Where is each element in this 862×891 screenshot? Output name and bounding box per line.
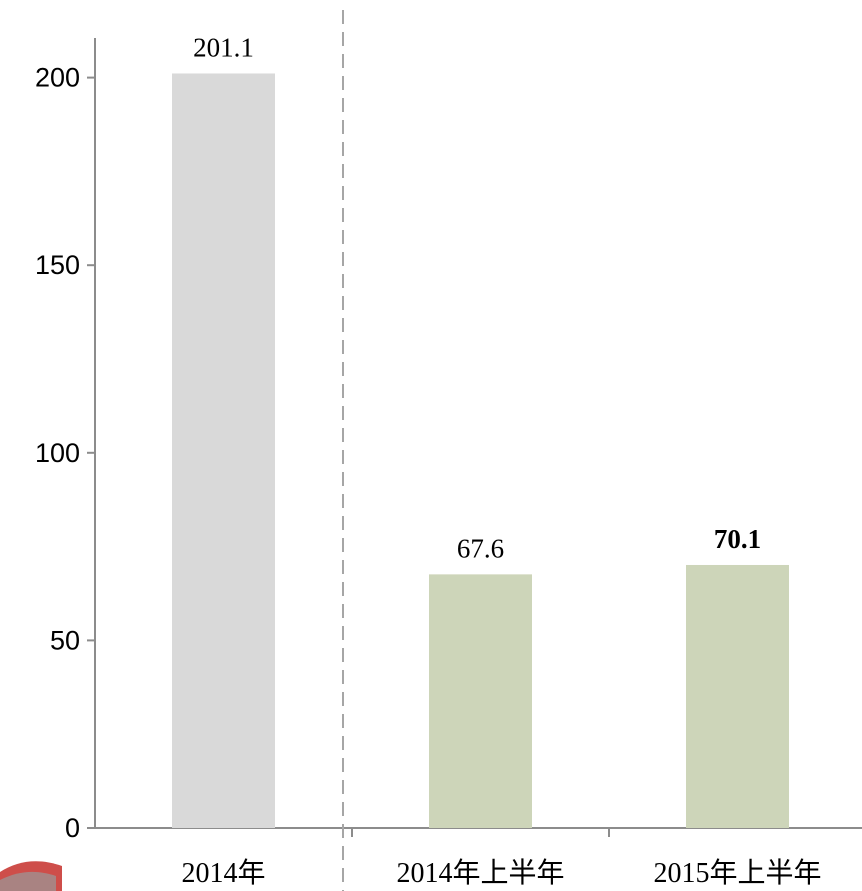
y-tick-label: 150 (35, 250, 80, 280)
bar-1 (172, 73, 275, 829)
bar-3 (686, 564, 789, 828)
category-labels: 2014年 2014年上半年 2015年上半年 (181, 857, 821, 889)
y-tick-label: 200 (35, 63, 80, 93)
y-tick-label: 100 (35, 438, 80, 468)
data-label: 201.1 (193, 32, 254, 62)
data-label: 70.1 (714, 524, 761, 554)
y-axis-ticks: 0 50 100 150 200 (35, 63, 95, 843)
category-label: 2015年上半年 (653, 857, 821, 889)
category-label: 2014年 (181, 857, 265, 889)
logo-graphic (0, 861, 62, 891)
y-tick-label: 0 (65, 813, 80, 843)
y-tick-label: 50 (50, 625, 80, 655)
x-axis-ticks (351, 828, 610, 837)
data-labels: 201.1 67.6 70.1 (193, 32, 761, 563)
bar-2 (429, 574, 532, 828)
category-label: 2014年上半年 (396, 857, 564, 889)
bars (172, 73, 789, 829)
data-label: 67.6 (457, 533, 504, 563)
